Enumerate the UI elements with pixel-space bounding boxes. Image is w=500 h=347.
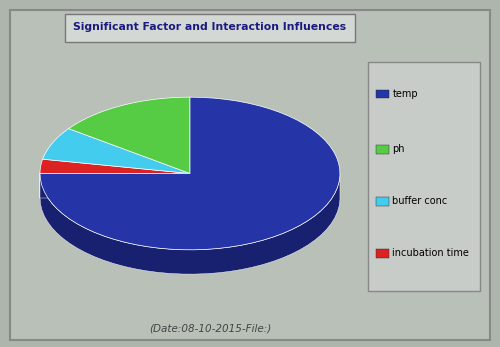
Text: ph: ph	[392, 144, 405, 154]
Polygon shape	[40, 97, 340, 250]
Text: Significant Factor and Interaction Influences: Significant Factor and Interaction Influ…	[74, 23, 346, 32]
Text: (Date:08-10-2015-File:): (Date:08-10-2015-File:)	[149, 324, 271, 334]
FancyBboxPatch shape	[376, 249, 388, 258]
Text: buffer conc: buffer conc	[392, 196, 448, 206]
Polygon shape	[68, 97, 190, 174]
Polygon shape	[42, 129, 190, 174]
FancyBboxPatch shape	[376, 145, 388, 154]
Polygon shape	[40, 174, 190, 198]
FancyBboxPatch shape	[65, 14, 355, 42]
FancyBboxPatch shape	[368, 62, 480, 291]
Polygon shape	[40, 174, 340, 274]
Text: incubation time: incubation time	[392, 248, 469, 258]
FancyBboxPatch shape	[376, 197, 388, 206]
Polygon shape	[40, 174, 190, 198]
FancyBboxPatch shape	[376, 90, 388, 98]
Text: temp: temp	[392, 89, 418, 99]
Polygon shape	[40, 159, 190, 174]
FancyBboxPatch shape	[10, 10, 490, 340]
